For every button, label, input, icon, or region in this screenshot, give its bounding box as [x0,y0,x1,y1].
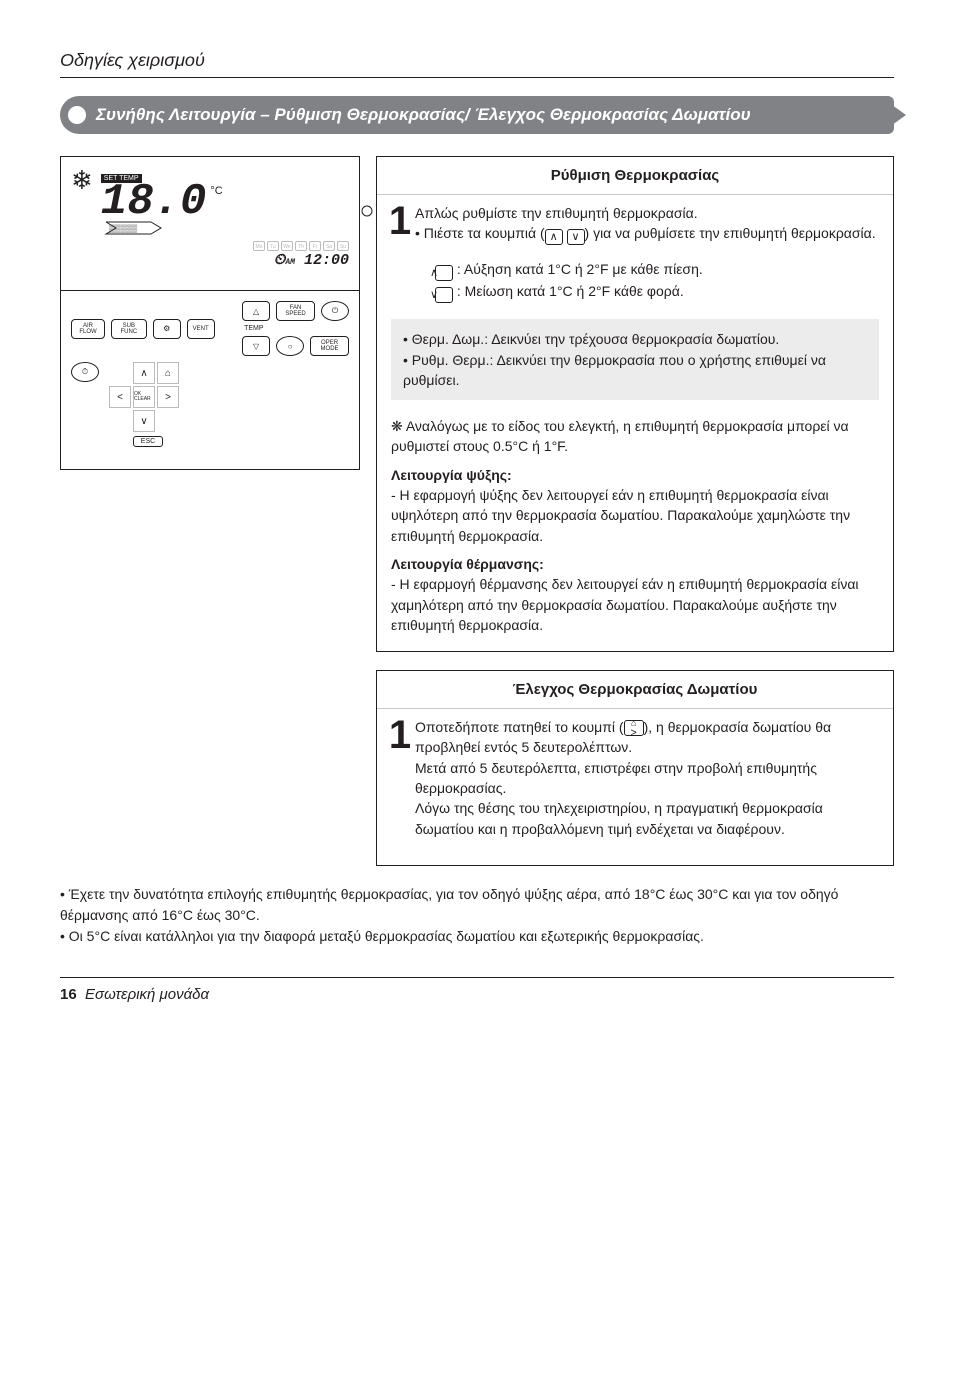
temp-up-button: △ [242,301,270,321]
esc-button: ESC [133,436,163,447]
circle-button: ○ [276,336,304,356]
right-home-key-icon: ⌂> [624,720,644,736]
page-footer: 16 Εσωτερική μονάδα [60,977,894,1003]
banner-title: Συνήθης Λειτουργία – Ρύθμιση Θερμοκρασία… [96,105,751,125]
heating-heading: Λειτουργία θέρμανσης: [391,554,879,574]
temp-label: TEMP [242,325,349,332]
days-row: MoTuWe ThFrSaSu [253,241,349,251]
svg-text:▒▒▒▒▒: ▒▒▒▒▒ [109,224,138,233]
step-number: 1 [385,203,415,239]
panel2-body: Οποτεδήποτε πατηθεί το κουμπί (⌂>), η θε… [415,717,879,839]
sub-func-button: SUB FUNC [111,319,147,339]
panel2-title: Έλεγχος Θερμοκρασίας Δωματίου [377,671,893,708]
panel-room-check: Έλεγχος Θερμοκρασίας Δωματίου 1 Οποτεδήπ… [376,670,894,866]
down-key-icon: ∨ [567,229,585,245]
gray-info-box: • Θερμ. Δωμ.: Δεικνύει την τρέχουσα θερμ… [391,319,879,400]
settings-button: ⚙ [153,319,181,339]
remote-illustration: ❄︎ SET TEMP 18.0 °C ▒▒▒▒▒ [60,156,360,470]
chevron-icon: ▒▒▒▒▒ [101,220,201,236]
arrow-pad: ∧⌂ < OK CLEAR > ∨ [109,362,179,432]
panel1-title: Ρύθμιση Θερμοκρασίας [377,157,893,194]
timer-button: ⏱ [71,362,99,382]
gray1-b: • Ρυθμ. Θερμ.: Δεικνύει την θερμοκρασία … [403,350,867,391]
footer-label: Εσωτερική μονάδα [85,986,209,1003]
heating-body: - Η εφαρμογή θέρμανσης δεν λειτουργεί εά… [391,574,879,635]
air-flow-button: AIR FLOW [71,319,105,339]
step1-line2: • Πιέστε τα κουμπιά (∧ ∨) για να ρυθμίσε… [415,223,879,245]
panel-temp-set: Ρύθμιση Θερμοκρασίας 1 Απλώς ρυθμίστε τη… [376,156,894,652]
oper-mode-button: OPER MODE [310,336,349,356]
down-key-icon: ∨ [435,287,453,303]
temp-unit: °C [210,185,222,197]
up-desc-row: ∧ : Αύξηση κατά 1°C ή 2°F με κάθε πίεση. [435,259,879,281]
fan-speed-button: FAN SPEED [276,301,315,321]
up-key-icon: ∧ [435,265,453,281]
footnote-a: • Έχετε την δυνατότητα επιλογής επιθυμητ… [60,884,894,926]
section-banner: Συνήθης Λειτουργία – Ρύθμιση Θερμοκρασία… [60,96,894,134]
banner-tail-icon [888,102,906,128]
temp-down-button: ▽ [242,336,270,356]
page-number: 16 [60,986,77,1003]
header-rule [60,77,894,78]
vent-button: VENT [187,319,215,339]
cooling-body: - Η εφαρμογή ψύξης δεν λειτουργεί εάν η … [391,485,879,546]
banner-dot-icon [68,106,86,124]
doc-header: Οδηγίες χειρισμού [60,50,894,71]
gray1-a: • Θερμ. Δωμ.: Δεικνύει την τρέχουσα θερμ… [403,329,867,349]
footnote-b: • Οι 5°C είναι κατάλληλοι για την διαφορ… [60,926,894,947]
down-desc-row: ∨ : Μείωση κατά 1°C ή 2°F κάθε φορά. [435,281,879,303]
clock-readout: ⏲AM 12:00 [253,251,349,269]
step-number: 1 [385,717,415,753]
flower-note: ❋ Αναλόγως με το είδος του ελεγκτή, η επ… [391,416,879,457]
cooling-heading: Λειτουργία ψύξης: [391,465,879,485]
step1-line1: Απλώς ρυθμίστε την επιθυμητή θερμοκρασία… [415,203,879,223]
snowflake-icon: ❄︎ [71,167,93,193]
up-key-icon: ∧ [545,229,563,245]
power-button: ⏻ [321,301,349,321]
